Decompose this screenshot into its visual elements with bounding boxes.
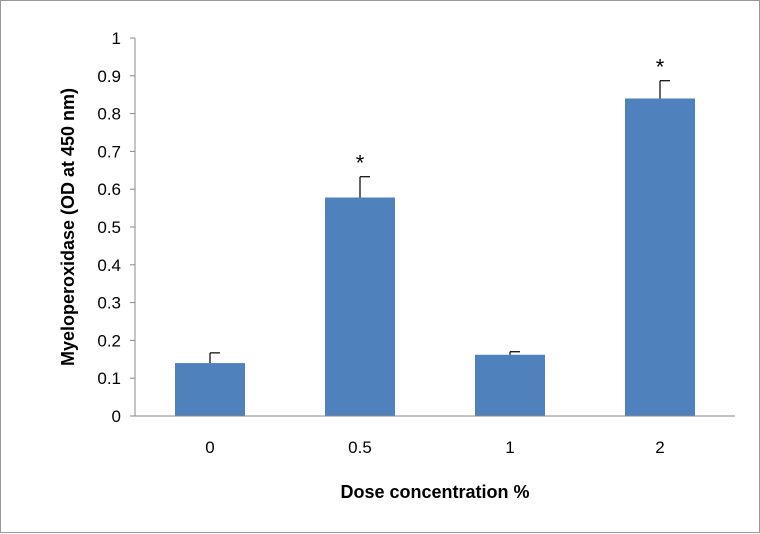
- y-tick-label: 0.6: [97, 180, 121, 199]
- x-axis-title: Dose concentration %: [340, 482, 529, 502]
- error-bar: [209, 352, 220, 364]
- y-tick-label: 0.5: [97, 218, 121, 237]
- significance-asterisk: *: [356, 151, 365, 176]
- y-tick-label: 0.3: [97, 294, 121, 313]
- x-tick-label: 0.5: [348, 438, 372, 457]
- y-tick-label: 0.7: [97, 142, 121, 161]
- y-axis-ticks: 0 0.1 0.2 0.3 0.4 0.5 0.6 0.7 0.8 0.9 1: [97, 29, 135, 426]
- y-tick-label: 0.1: [97, 369, 121, 388]
- x-axis-ticks: 0 0.5 1 2: [205, 438, 664, 457]
- y-tick-label: 0: [112, 407, 121, 426]
- bar: [175, 363, 245, 416]
- x-tick-label: 2: [655, 438, 664, 457]
- significance-asterisk: *: [656, 55, 665, 80]
- error-bar: [359, 176, 370, 198]
- significance-annotations: **: [356, 55, 665, 176]
- x-tick-label: 1: [505, 438, 514, 457]
- y-tick-label: 1: [112, 29, 121, 48]
- error-bar: [509, 351, 520, 355]
- x-tick-label: 0: [205, 438, 214, 457]
- bar: [475, 354, 545, 416]
- y-tick-label: 0.9: [97, 67, 121, 86]
- bar: [325, 197, 395, 416]
- y-tick-label: 0.2: [97, 331, 121, 350]
- y-axis-title: Myeloperoxidase (OD at 450 nm): [58, 88, 78, 366]
- error-bar: [659, 80, 670, 99]
- bars: [175, 98, 695, 416]
- y-tick-label: 0.8: [97, 105, 121, 124]
- bar: [625, 98, 695, 416]
- y-tick-label: 0.4: [97, 256, 121, 275]
- error-bars: [209, 80, 670, 364]
